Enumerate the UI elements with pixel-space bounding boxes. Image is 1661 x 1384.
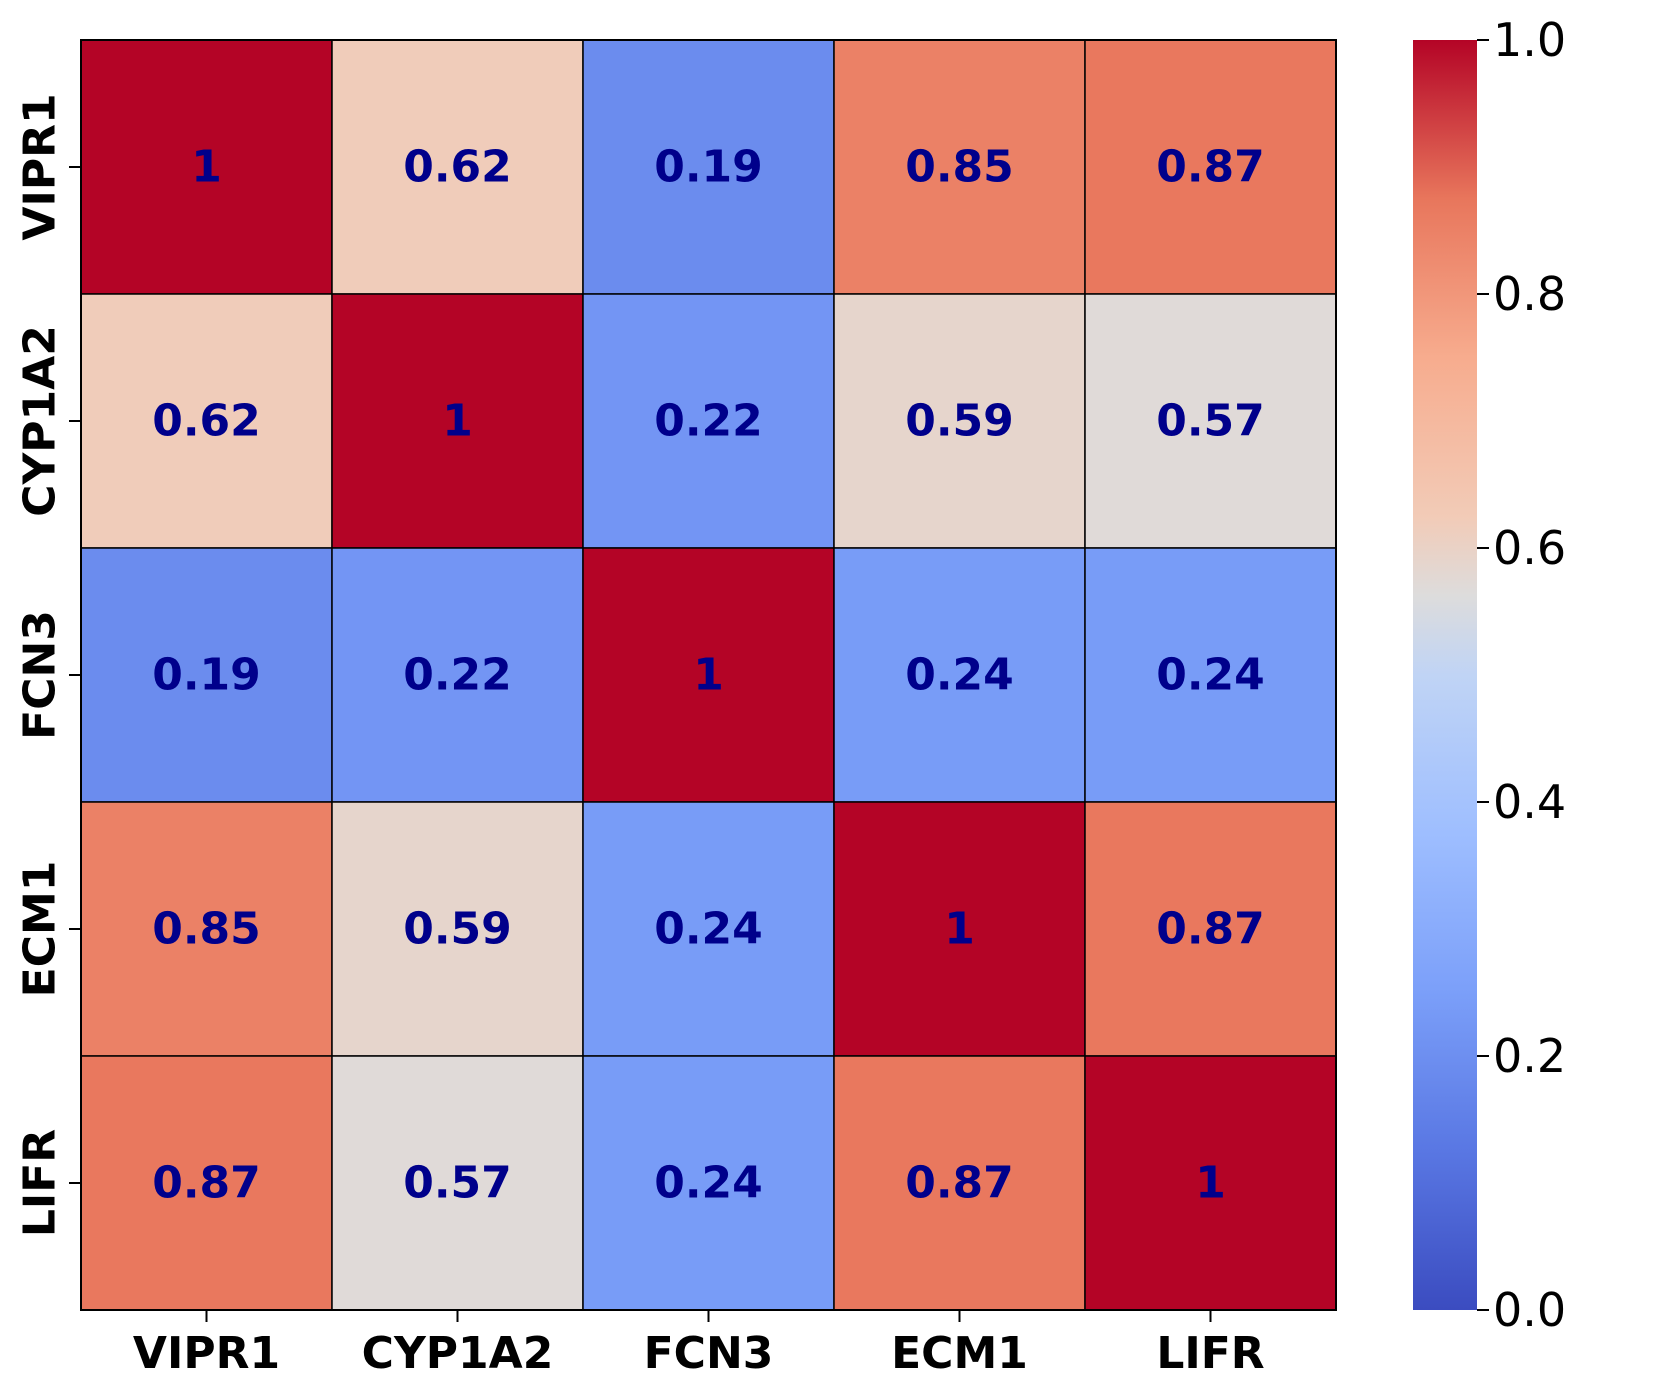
- cell-value-label: 1: [1195, 1158, 1226, 1209]
- heatmap-cell: [1084, 1055, 1337, 1311]
- colorbar-ticks: 0.0 0.2 0.4 0.6 0.8 1.0: [1477, 13, 1566, 1337]
- cell-value-label: 0.87: [1156, 142, 1265, 193]
- heatmap-cell: [833, 39, 1086, 295]
- colorbar-tick-label: 1.0: [1493, 13, 1566, 67]
- cell-value-label: 0.87: [1156, 904, 1265, 955]
- x-tick-label: LIFR: [1156, 1328, 1264, 1379]
- y-tick-label: CYP1A2: [15, 325, 66, 517]
- y-tick-label: ECM1: [15, 861, 66, 998]
- heatmap-cell: [1084, 801, 1337, 1057]
- x-tick-label: ECM1: [891, 1328, 1028, 1379]
- x-axis: VIPR1 CYP1A2 FCN3 ECM1 LIFR: [133, 1310, 1265, 1379]
- heatmap-cell: [331, 293, 584, 549]
- cell-value-label: 0.62: [403, 142, 512, 193]
- cell-value-label: 0.24: [654, 904, 763, 955]
- cell-value-label: 0.24: [1156, 650, 1265, 701]
- colorbar: 0.0 0.2 0.4 0.6 0.8 1.0: [1413, 13, 1566, 1337]
- heatmap-cell: [80, 1055, 333, 1311]
- cell-value-label: 1: [442, 396, 473, 447]
- heatmap-cell: [80, 293, 333, 549]
- cell-value-label: 0.87: [905, 1158, 1014, 1209]
- heatmap-cell: [1084, 39, 1337, 295]
- heatmap-cell: [331, 801, 584, 1057]
- colorbar-tick-label: 0.6: [1493, 521, 1566, 575]
- x-tick-label: FCN3: [644, 1328, 774, 1379]
- colorbar-tick-label: 0.4: [1493, 775, 1566, 829]
- cell-value-label: 1: [944, 904, 975, 955]
- heatmap-cell: [582, 293, 835, 549]
- heatmap-annotations: 1 0.62 0.19 0.85 0.87 0.62 1 0.22 0.59 0.57 0.19 0.…: [152, 142, 1265, 1209]
- heatmap-cell: [582, 801, 835, 1057]
- cell-value-label: 0.22: [403, 650, 512, 701]
- heatmap-cell: [331, 1055, 584, 1311]
- cell-value-label: 0.62: [152, 396, 261, 447]
- heatmap-cell: [1084, 293, 1337, 549]
- cell-value-label: 0.19: [152, 650, 261, 701]
- cell-value-label: 0.24: [654, 1158, 763, 1209]
- cell-value-label: 0.59: [905, 396, 1014, 447]
- heatmap-cell: [582, 1055, 835, 1311]
- x-tick-label: VIPR1: [133, 1328, 280, 1379]
- cell-value-label: 0.85: [152, 904, 261, 955]
- heatmap-cell: [833, 801, 1086, 1057]
- cell-value-label: 1: [693, 650, 724, 701]
- y-tick-label: VIPR1: [15, 93, 66, 240]
- x-tick-label: CYP1A2: [362, 1328, 554, 1379]
- cell-value-label: 0.19: [654, 142, 763, 193]
- y-tick-label: FCN3: [15, 610, 66, 740]
- colorbar-gradient: [1413, 40, 1477, 1310]
- colorbar-tick-label: 0.8: [1493, 267, 1566, 321]
- cell-value-label: 0.87: [152, 1158, 261, 1209]
- cell-value-label: 0.57: [1156, 396, 1265, 447]
- heatmap-cell: [833, 547, 1086, 803]
- cell-value-label: 0.22: [654, 396, 763, 447]
- cell-value-label: 1: [191, 142, 222, 193]
- y-tick-label: LIFR: [15, 1129, 66, 1237]
- heatmap-cells: [80, 39, 1337, 1311]
- heatmap-cell: [1084, 547, 1337, 803]
- heatmap-cell: [80, 39, 333, 295]
- heatmap-cell: [331, 547, 584, 803]
- heatmap-cell: [331, 39, 584, 295]
- heatmap-cell: [582, 547, 835, 803]
- y-axis: VIPR1 CYP1A2 FCN3 ECM1 LIFR: [15, 93, 81, 1237]
- colorbar-tick-label: 0.2: [1493, 1029, 1566, 1083]
- cell-value-label: 0.59: [403, 904, 512, 955]
- cell-value-label: 0.85: [905, 142, 1014, 193]
- cell-value-label: 0.57: [403, 1158, 512, 1209]
- cell-value-label: 0.24: [905, 650, 1014, 701]
- colorbar-tick-label: 0.0: [1493, 1283, 1566, 1337]
